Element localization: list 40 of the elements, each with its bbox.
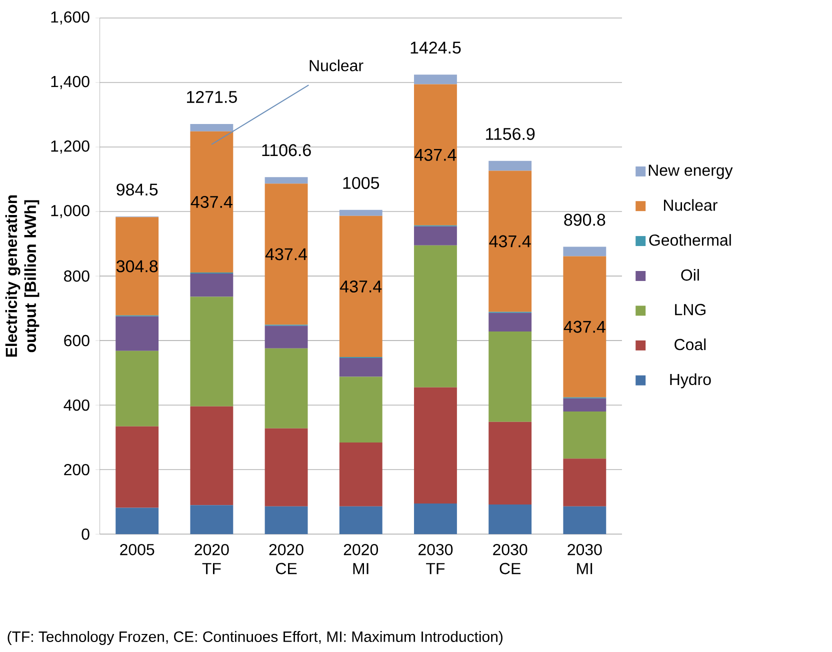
- total-label: 1271.5: [187, 90, 237, 104]
- y-tick-label: 1,600: [51, 11, 90, 25]
- x-tick-label: 2030 CE: [493, 544, 528, 574]
- legend-label: Hydro: [670, 373, 711, 388]
- total-label: 984.5: [116, 184, 158, 196]
- x-tick-label: 2020 CE: [269, 544, 304, 574]
- y-tick-label: 1,200: [51, 140, 90, 154]
- data-label: 437.4: [489, 235, 531, 248]
- data-label: 437.4: [564, 320, 606, 333]
- annotation: Nuclear: [310, 60, 364, 72]
- x-tick-label: 2020 MI: [344, 544, 378, 574]
- legend-label: LNG: [675, 304, 706, 316]
- x-tick-label: 2005: [120, 544, 154, 556]
- y-tick-label: 1,000: [51, 204, 90, 218]
- text: (TF: Technology Frozen, CE: Continuoes Effort, MI: Maximum Introduction): [8, 631, 502, 645]
- y-tick-label: 1,400: [51, 76, 90, 90]
- data-label: 304.8: [116, 260, 158, 272]
- y-tick-label: 800: [64, 270, 90, 282]
- x-tick-label: 2030 TF: [418, 544, 453, 574]
- y-tick-label: 0: [82, 528, 90, 540]
- legend-label: New energy: [648, 164, 733, 180]
- legend-label: Oil: [681, 269, 699, 281]
- data-label: 437.4: [414, 148, 456, 161]
- total-label: 1106.6: [262, 144, 311, 156]
- legend-label: Coal: [674, 338, 706, 350]
- total-label: 1424.5: [410, 42, 461, 54]
- y-tick-label: 400: [64, 399, 90, 411]
- data-label: 437.4: [340, 280, 382, 293]
- x-tick-label: 2020 TF: [194, 544, 229, 574]
- y-tick-label: 200: [64, 464, 90, 476]
- legend-label: Nuclear: [664, 199, 718, 211]
- total-label: 1005: [343, 176, 380, 189]
- data-label: 437.4: [190, 196, 232, 208]
- legend-label: Geothermal: [649, 234, 731, 246]
- y-tick-label: 600: [64, 334, 90, 346]
- total-label: 1156.9: [486, 128, 535, 140]
- data-label: 437.4: [265, 248, 308, 260]
- total-label: 890.8: [564, 214, 606, 226]
- x-tick-label: 2030 MI: [568, 544, 602, 574]
- y-axis-title: Electricity generation output [Billion kWh]: [5, 195, 40, 357]
